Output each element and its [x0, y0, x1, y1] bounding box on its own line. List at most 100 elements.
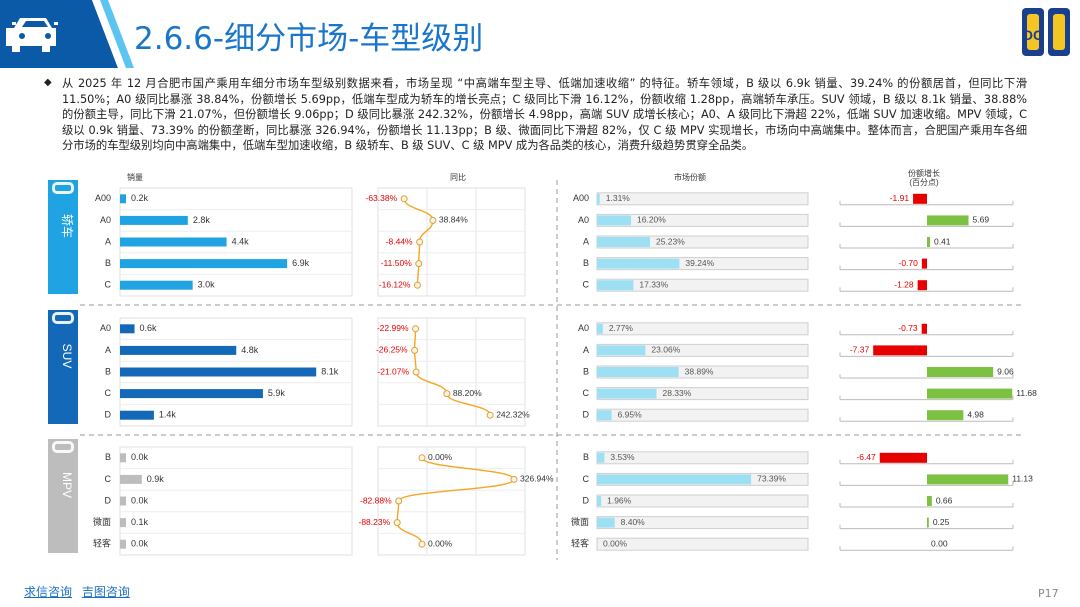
yoy-point — [486, 411, 494, 419]
sales-value-label: 1.4k — [159, 410, 177, 420]
yoy-value-label: 0.00% — [428, 538, 453, 548]
yoy-frame — [377, 446, 526, 556]
yoy-point — [393, 519, 401, 527]
yoy-point — [418, 540, 426, 548]
category-label: A — [105, 345, 111, 355]
category-label: A — [583, 345, 589, 355]
category-label: D — [105, 410, 112, 420]
yoy-frame — [377, 317, 526, 427]
change-value-label: -6.47 — [856, 452, 876, 462]
sales-value-label: 4.8k — [241, 345, 259, 355]
change-value-label: -1.91 — [890, 193, 910, 203]
yoy-point — [415, 260, 423, 268]
group-tab-label: 轿车 — [60, 214, 75, 238]
share-value-label: 3.53% — [610, 452, 635, 462]
share-bar — [597, 215, 632, 226]
footer-links: 求信咨询 吉图咨询 — [24, 583, 136, 600]
share-value-label: 17.33% — [639, 279, 668, 289]
yoy-point — [395, 497, 403, 505]
change-value-label: -0.70 — [899, 258, 919, 268]
yoy-value-label: -88.23% — [359, 517, 391, 527]
footer-link-jitu[interactable]: 吉图咨询 — [81, 585, 130, 599]
share-value-label: 2.77% — [609, 323, 634, 333]
sales-frame — [119, 446, 353, 556]
suv-icon-body — [55, 315, 71, 321]
category-label: B — [583, 258, 589, 268]
yoy-value-label: 38.84% — [439, 215, 468, 225]
category-label: 轻客 — [93, 538, 111, 549]
yoy-point — [429, 216, 437, 224]
share-value-label: 1.96% — [607, 495, 632, 505]
sales-value-label: 4.4k — [232, 236, 250, 246]
change-value-label: -1.28 — [894, 279, 914, 289]
panel-header: 销量 — [127, 172, 143, 182]
change-value-label: 4.98 — [967, 409, 984, 419]
change-bar — [879, 452, 927, 463]
group-tab — [48, 439, 78, 553]
change-bar — [873, 345, 927, 356]
change-bar — [927, 474, 1009, 485]
category-label: A0 — [100, 215, 111, 225]
change-bar — [927, 215, 969, 226]
change-value-label: 0.00 — [931, 538, 948, 548]
summary-text: 从 2025 年 12 月合肥市国产乘用车细分市场车型级别数据来看，市场呈现 “… — [62, 77, 1027, 153]
share-track — [596, 537, 809, 551]
page-title: 2.6.6-细分市场-车型级别 — [134, 21, 484, 57]
sales-value-label: 0.0k — [131, 539, 149, 549]
sales-bar — [120, 410, 154, 420]
change-value-label: 11.13 — [1012, 474, 1033, 484]
sales-bar — [120, 215, 188, 225]
category-label: A00 — [573, 193, 589, 203]
sales-bar — [120, 237, 227, 247]
logo-letter-d: DC — [1023, 27, 1043, 43]
share-bar — [597, 474, 752, 485]
yoy-point — [400, 195, 408, 203]
company-logo: DC — [1022, 8, 1070, 56]
category-label: C — [583, 474, 590, 484]
sales-bar — [120, 474, 142, 484]
sales-value-label: 3.0k — [198, 280, 216, 290]
yoy-value-label: 0.00% — [428, 452, 453, 462]
category-label: 微面 — [93, 516, 111, 527]
category-label: A0 — [100, 323, 111, 333]
group-tab — [48, 180, 78, 294]
group-tab-label: SUV — [60, 344, 74, 369]
category-label: D — [105, 495, 112, 505]
yoy-value-label: -26.25% — [376, 345, 408, 355]
yoy-point — [510, 475, 518, 483]
category-label: A — [583, 236, 589, 246]
share-bar — [597, 323, 603, 334]
sales-value-label: 0.9k — [147, 474, 165, 484]
sales-bar — [120, 453, 126, 463]
category-label: A0 — [578, 215, 589, 225]
share-value-label: 16.20% — [637, 215, 666, 225]
page-number: P17 — [1038, 587, 1059, 600]
share-bar — [597, 452, 605, 463]
yoy-value-label: -8.44% — [386, 236, 413, 246]
footer-link-qiuxin[interactable]: 求信咨询 — [24, 585, 73, 599]
yoy-point — [412, 368, 420, 376]
change-value-label: 0.41 — [934, 236, 951, 246]
category-label: 微面 — [571, 516, 589, 527]
category-label: D — [583, 410, 590, 420]
panel-header: 同比 — [450, 172, 466, 182]
change-bar — [921, 323, 927, 334]
share-value-label: 73.39% — [757, 474, 786, 484]
sales-value-label: 6.9k — [292, 258, 310, 268]
category-label: B — [105, 452, 111, 462]
yoy-value-label: -22.99% — [377, 323, 409, 333]
category-label: 轻客 — [571, 538, 589, 549]
yoy-line — [413, 328, 491, 416]
sales-bar — [120, 389, 263, 399]
sales-bar — [120, 345, 237, 355]
category-label: D — [583, 495, 590, 505]
category-label: B — [583, 452, 589, 462]
yoy-point — [416, 238, 424, 246]
category-label: A — [105, 236, 111, 246]
change-value-label: 0.66 — [936, 495, 953, 505]
sales-value-label: 0.6k — [140, 323, 158, 333]
change-value-label: 0.25 — [933, 517, 950, 527]
share-value-label: 39.24% — [685, 258, 714, 268]
share-value-label: 38.89% — [685, 366, 714, 376]
